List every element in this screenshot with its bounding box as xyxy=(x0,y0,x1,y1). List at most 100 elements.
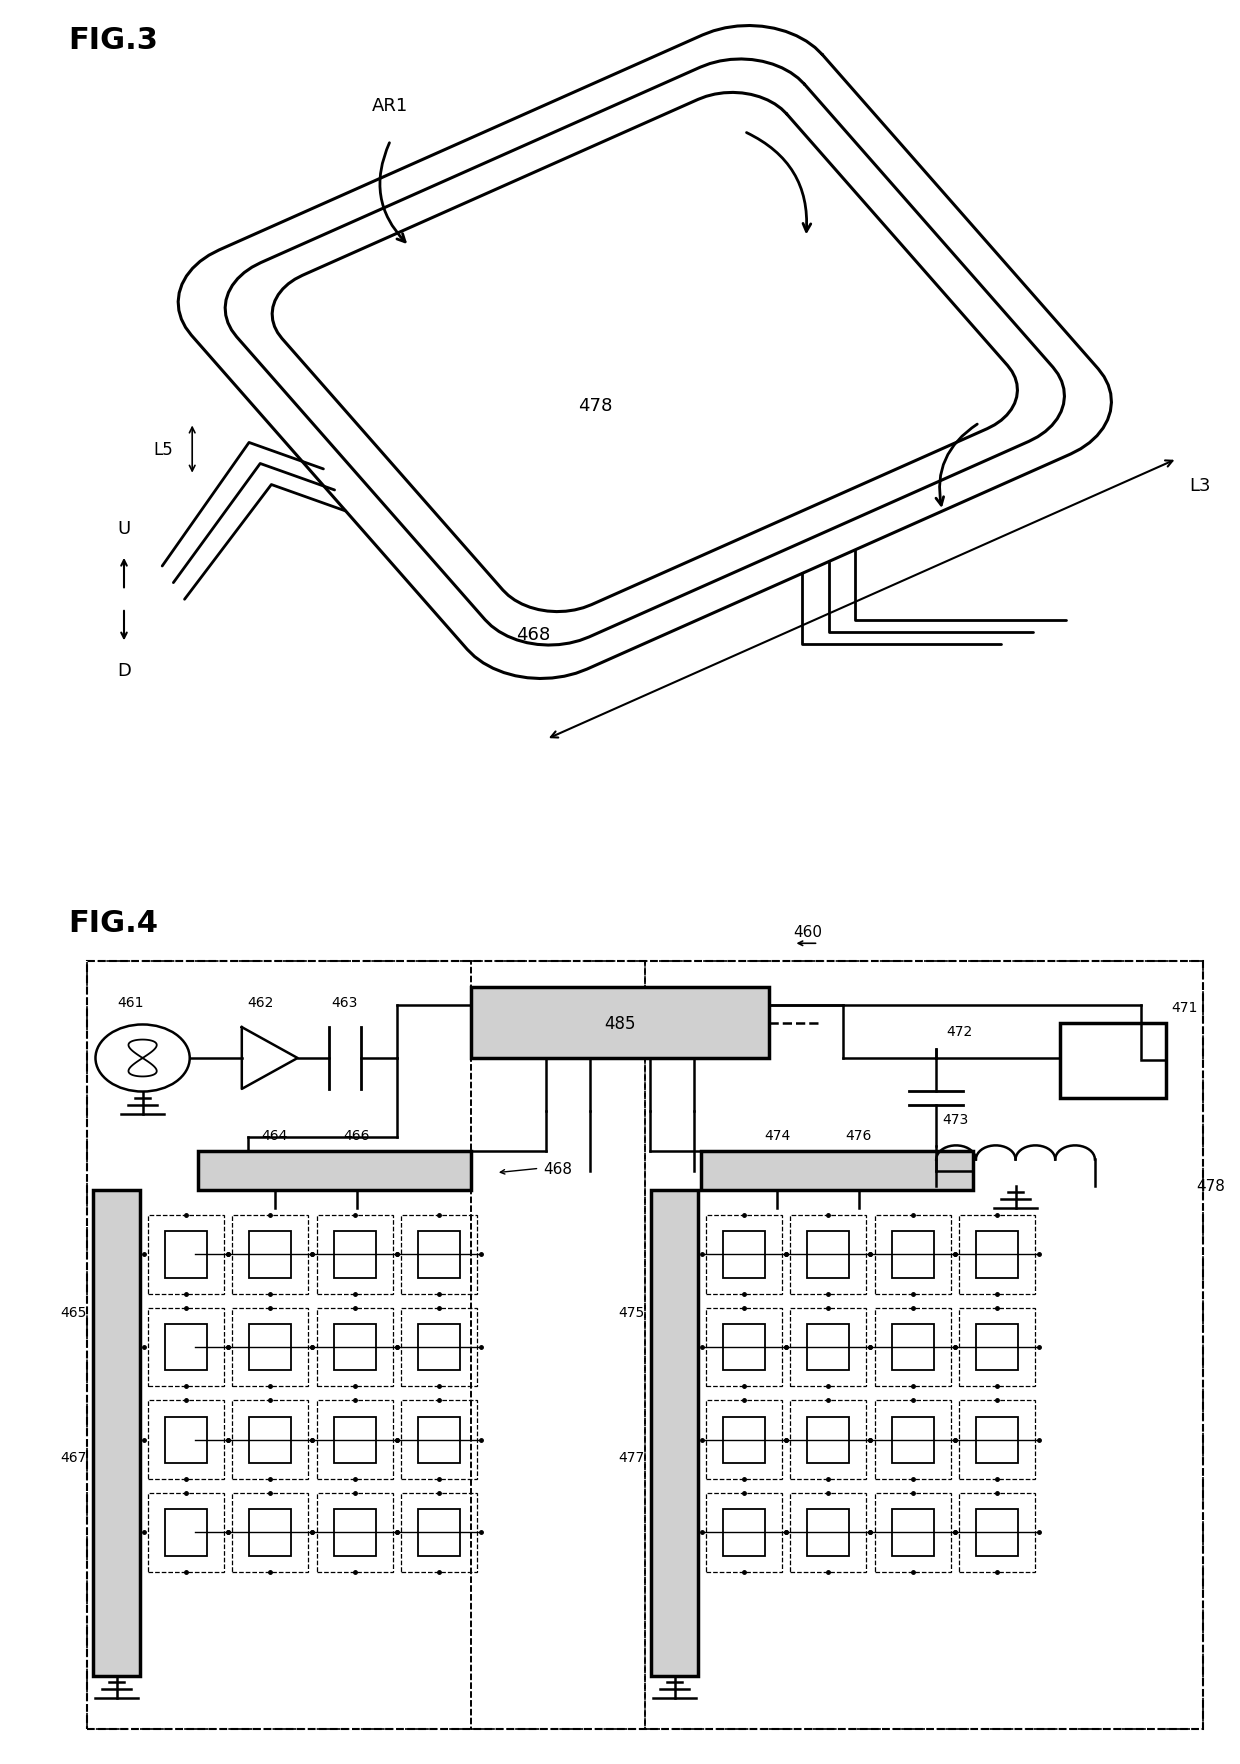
Bar xyxy=(148,1492,224,1572)
Bar xyxy=(198,1150,471,1191)
Polygon shape xyxy=(242,1027,298,1088)
Bar xyxy=(401,1215,477,1295)
Bar xyxy=(807,1510,849,1556)
Bar xyxy=(87,961,1203,1729)
Text: 485: 485 xyxy=(604,1014,636,1032)
Text: L3: L3 xyxy=(1189,476,1211,496)
Bar xyxy=(148,1307,224,1387)
Text: 473: 473 xyxy=(942,1113,968,1125)
Bar xyxy=(401,1492,477,1572)
Bar xyxy=(976,1325,1018,1371)
Text: 460: 460 xyxy=(794,924,822,938)
Bar xyxy=(316,1307,393,1387)
Text: L5: L5 xyxy=(154,441,174,459)
Bar xyxy=(790,1492,867,1572)
Text: 468: 468 xyxy=(516,626,551,644)
Text: 478: 478 xyxy=(1197,1178,1225,1194)
Text: 461: 461 xyxy=(117,995,144,1009)
Bar xyxy=(1060,1023,1166,1097)
Bar xyxy=(418,1510,460,1556)
Bar xyxy=(976,1416,1018,1462)
Bar xyxy=(148,1215,224,1295)
Text: 476: 476 xyxy=(846,1129,872,1143)
Bar xyxy=(232,1401,309,1480)
Bar xyxy=(959,1215,1035,1295)
Text: FIG.3: FIG.3 xyxy=(68,26,157,55)
Bar xyxy=(334,1325,376,1371)
Bar xyxy=(959,1401,1035,1480)
Bar xyxy=(165,1231,207,1277)
Text: 468: 468 xyxy=(543,1161,573,1177)
Bar xyxy=(232,1307,309,1387)
Text: 462: 462 xyxy=(247,997,274,1009)
Bar xyxy=(723,1325,765,1371)
Bar xyxy=(249,1325,291,1371)
Bar xyxy=(249,1510,291,1556)
Bar xyxy=(471,961,645,1729)
Bar xyxy=(316,1215,393,1295)
Bar xyxy=(471,988,769,1058)
Bar xyxy=(249,1231,291,1277)
Text: 474: 474 xyxy=(764,1129,790,1143)
Bar xyxy=(418,1325,460,1371)
Bar xyxy=(93,1191,140,1676)
Bar xyxy=(165,1510,207,1556)
Bar xyxy=(701,1150,973,1191)
Bar xyxy=(232,1215,309,1295)
Bar xyxy=(790,1215,867,1295)
Bar xyxy=(723,1510,765,1556)
Bar xyxy=(706,1492,782,1572)
Bar xyxy=(874,1492,951,1572)
Bar xyxy=(976,1510,1018,1556)
Bar xyxy=(790,1307,867,1387)
Text: 465: 465 xyxy=(61,1305,87,1319)
Bar xyxy=(645,961,1203,1729)
Bar xyxy=(790,1401,867,1480)
Bar xyxy=(165,1416,207,1462)
Bar xyxy=(874,1307,951,1387)
Text: D: D xyxy=(117,662,131,679)
Bar xyxy=(959,1307,1035,1387)
Bar xyxy=(959,1492,1035,1572)
Text: 464: 464 xyxy=(262,1129,288,1143)
Bar xyxy=(651,1191,698,1676)
Bar xyxy=(874,1401,951,1480)
Text: 478: 478 xyxy=(578,397,613,415)
Bar xyxy=(316,1401,393,1480)
Bar xyxy=(723,1231,765,1277)
Bar xyxy=(401,1307,477,1387)
Text: 475: 475 xyxy=(619,1305,645,1319)
Text: AR1: AR1 xyxy=(372,97,408,115)
Bar xyxy=(334,1510,376,1556)
Bar xyxy=(87,961,471,1729)
Bar xyxy=(316,1492,393,1572)
Bar xyxy=(706,1215,782,1295)
Bar xyxy=(232,1492,309,1572)
Bar xyxy=(807,1325,849,1371)
Text: FIG.4: FIG.4 xyxy=(68,908,159,937)
Bar xyxy=(334,1416,376,1462)
Bar xyxy=(418,1416,460,1462)
Text: U: U xyxy=(118,520,130,538)
Text: 472: 472 xyxy=(946,1025,972,1037)
Bar xyxy=(706,1401,782,1480)
Bar xyxy=(148,1401,224,1480)
Bar xyxy=(249,1416,291,1462)
Bar xyxy=(401,1401,477,1480)
Bar xyxy=(807,1416,849,1462)
Bar xyxy=(892,1416,934,1462)
Bar xyxy=(976,1231,1018,1277)
Bar xyxy=(165,1325,207,1371)
Bar xyxy=(892,1325,934,1371)
Text: 471: 471 xyxy=(1172,1000,1198,1014)
Bar xyxy=(892,1231,934,1277)
Text: 466: 466 xyxy=(343,1129,370,1143)
Bar xyxy=(723,1416,765,1462)
Text: 467: 467 xyxy=(61,1450,87,1464)
Bar xyxy=(418,1231,460,1277)
Bar xyxy=(892,1510,934,1556)
Bar xyxy=(874,1215,951,1295)
Text: 463: 463 xyxy=(331,997,358,1009)
Bar xyxy=(807,1231,849,1277)
Bar xyxy=(334,1231,376,1277)
